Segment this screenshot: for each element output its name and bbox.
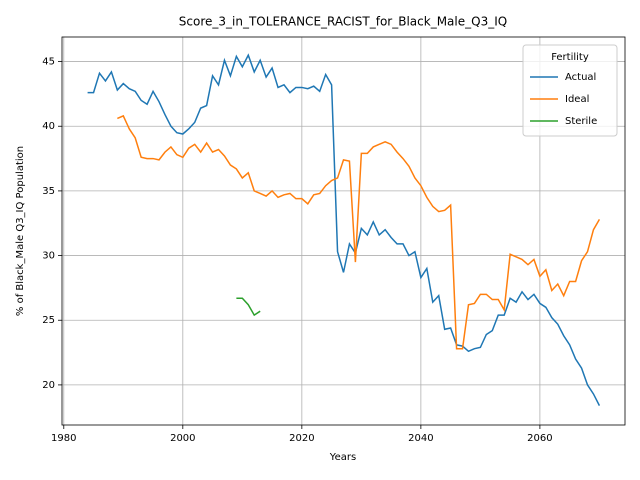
legend-box xyxy=(522,44,618,137)
legend: Fertility Actual Ideal Sterile xyxy=(522,44,618,137)
y-tick-label: 40 xyxy=(42,121,55,132)
series-line xyxy=(117,114,601,350)
series-line xyxy=(236,297,261,317)
lines xyxy=(87,53,601,406)
plot-frame xyxy=(61,36,626,426)
legend-label: Actual xyxy=(565,72,596,83)
x-tick-label: 2000 xyxy=(170,433,195,444)
y-axis-label: % of Black_Male Q3_IQ Population xyxy=(15,146,26,316)
chart-title: Score_3_in_TOLERANCE_RACIST_for_Black_Ma… xyxy=(179,15,507,29)
y-tick-label: 30 xyxy=(42,251,55,262)
y-tick-label: 25 xyxy=(42,315,55,326)
series-line xyxy=(87,53,601,406)
legend-label: Sterile xyxy=(565,116,597,127)
x-tick-label: 2020 xyxy=(289,433,314,444)
legend-label: Ideal xyxy=(565,94,589,105)
x-tick-label: 2060 xyxy=(527,433,552,444)
x-tick-label: 1980 xyxy=(51,433,76,444)
legend-title: Fertility xyxy=(551,52,589,63)
x-axis-label: Years xyxy=(329,452,356,463)
y-tick-label: 20 xyxy=(42,380,55,391)
x-tick-label: 2040 xyxy=(408,433,433,444)
y-tick-label: 35 xyxy=(42,186,55,197)
y-tick-label: 45 xyxy=(42,57,55,68)
